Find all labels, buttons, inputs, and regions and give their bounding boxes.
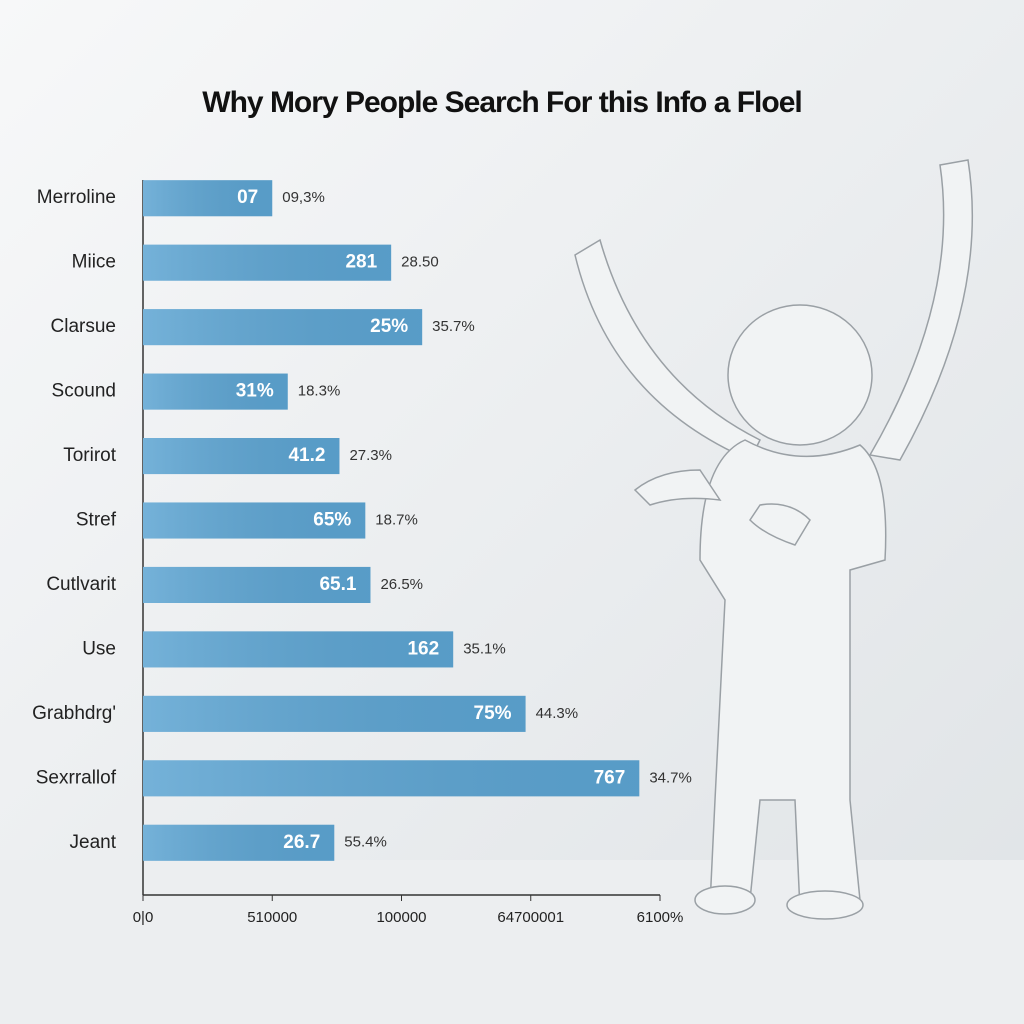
bar-shade (143, 309, 423, 346)
bar-shade (143, 437, 340, 475)
bar-outer-label: 55.4% (344, 834, 387, 851)
bar-outer-label: 27.3% (349, 447, 392, 464)
bar-inner-label: 31% (236, 381, 274, 402)
bar-outer-label: 18.3% (298, 383, 341, 400)
bar-inner-label: 162 (407, 638, 439, 659)
category-label: Clarsue (51, 316, 116, 337)
category-label: Use (82, 638, 116, 659)
category-label: Jeant (70, 832, 117, 853)
x-tick-label: 6100% (637, 909, 684, 926)
category-label: Miice (72, 252, 116, 273)
bar-outer-label: 44.3% (536, 705, 579, 722)
bar-inner-label: 767 (594, 767, 626, 788)
bar-outer-label: 26.5% (380, 576, 423, 593)
bar-inner-label: 65% (313, 510, 351, 531)
category-label: Grabhdrg' (32, 703, 116, 724)
bar-outer-label: 35.1% (463, 640, 506, 657)
chart-title: Why Mory People Search For this Info a F… (202, 86, 801, 119)
bar-outer-label: 35.7% (432, 318, 475, 335)
category-label: Sexrrallof (36, 767, 117, 788)
bar-inner-label: 75% (474, 703, 512, 724)
bar-outer-label: 28.50 (401, 254, 439, 271)
category-label: Merroline (37, 187, 116, 208)
bar-inner-label: 07 (237, 187, 258, 208)
category-label: Torirot (63, 445, 117, 466)
x-tick-label: 64700001 (497, 909, 564, 926)
bar-inner-label: 25% (370, 316, 408, 337)
category-label: Scound (52, 381, 116, 402)
x-tick-label: 100000 (376, 909, 426, 926)
category-label: Cutlvarit (46, 574, 116, 595)
category-label: Stref (76, 510, 117, 531)
bar-shade (143, 180, 273, 217)
bar-shade (143, 373, 288, 410)
bar-shade (143, 502, 366, 539)
bar-shade (143, 244, 392, 281)
bar-inner-label: 26.7 (283, 832, 320, 853)
bar-inner-label: 41.2 (288, 445, 325, 466)
floor (0, 860, 1024, 1024)
bar-outer-label: 18.7% (375, 511, 418, 528)
bar-inner-label: 281 (345, 252, 377, 273)
bar-shade (143, 631, 454, 668)
bar-shade (143, 824, 335, 861)
x-tick-label: 510000 (247, 909, 297, 926)
bar-outer-label: 09,3% (282, 189, 325, 206)
bar-inner-label: 65.1 (319, 574, 356, 595)
bar-shade (143, 695, 526, 732)
bar-outer-label: 34.7% (649, 769, 692, 786)
figure (574, 159, 973, 920)
bar-shade (143, 566, 371, 604)
bar-shade (143, 760, 640, 797)
x-tick-label: 0|0 (133, 909, 154, 926)
